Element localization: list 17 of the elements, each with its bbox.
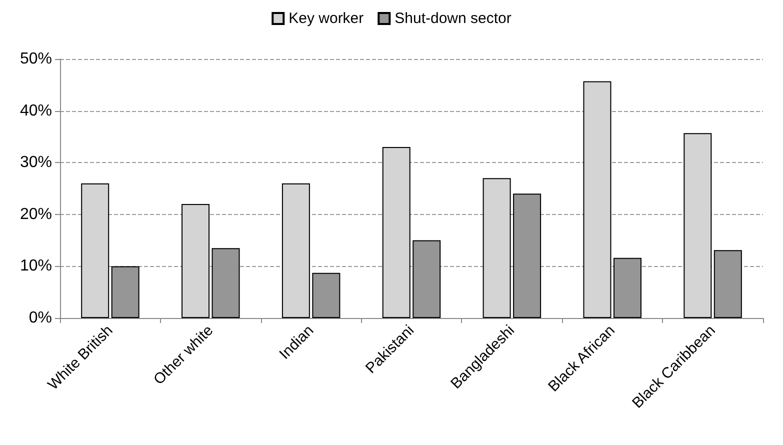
bar (482, 178, 511, 318)
y-tick-label: 40% (20, 102, 52, 120)
bar (182, 204, 210, 318)
y-tick-label: 30% (20, 154, 52, 172)
y-tick-label: 20% (20, 206, 52, 223)
bar (282, 183, 310, 318)
y-tick-label: 0% (28, 310, 52, 326)
legend-label: Shut-down sector (394, 10, 512, 27)
bar (583, 81, 612, 318)
bar (382, 147, 410, 318)
bar (81, 183, 110, 318)
y-tick-label: 10% (20, 258, 52, 275)
y-tick-label: 50% (20, 50, 52, 68)
bar (312, 272, 340, 318)
bar (714, 250, 742, 318)
legend-label: Key worker (288, 10, 364, 27)
bar (684, 133, 712, 318)
